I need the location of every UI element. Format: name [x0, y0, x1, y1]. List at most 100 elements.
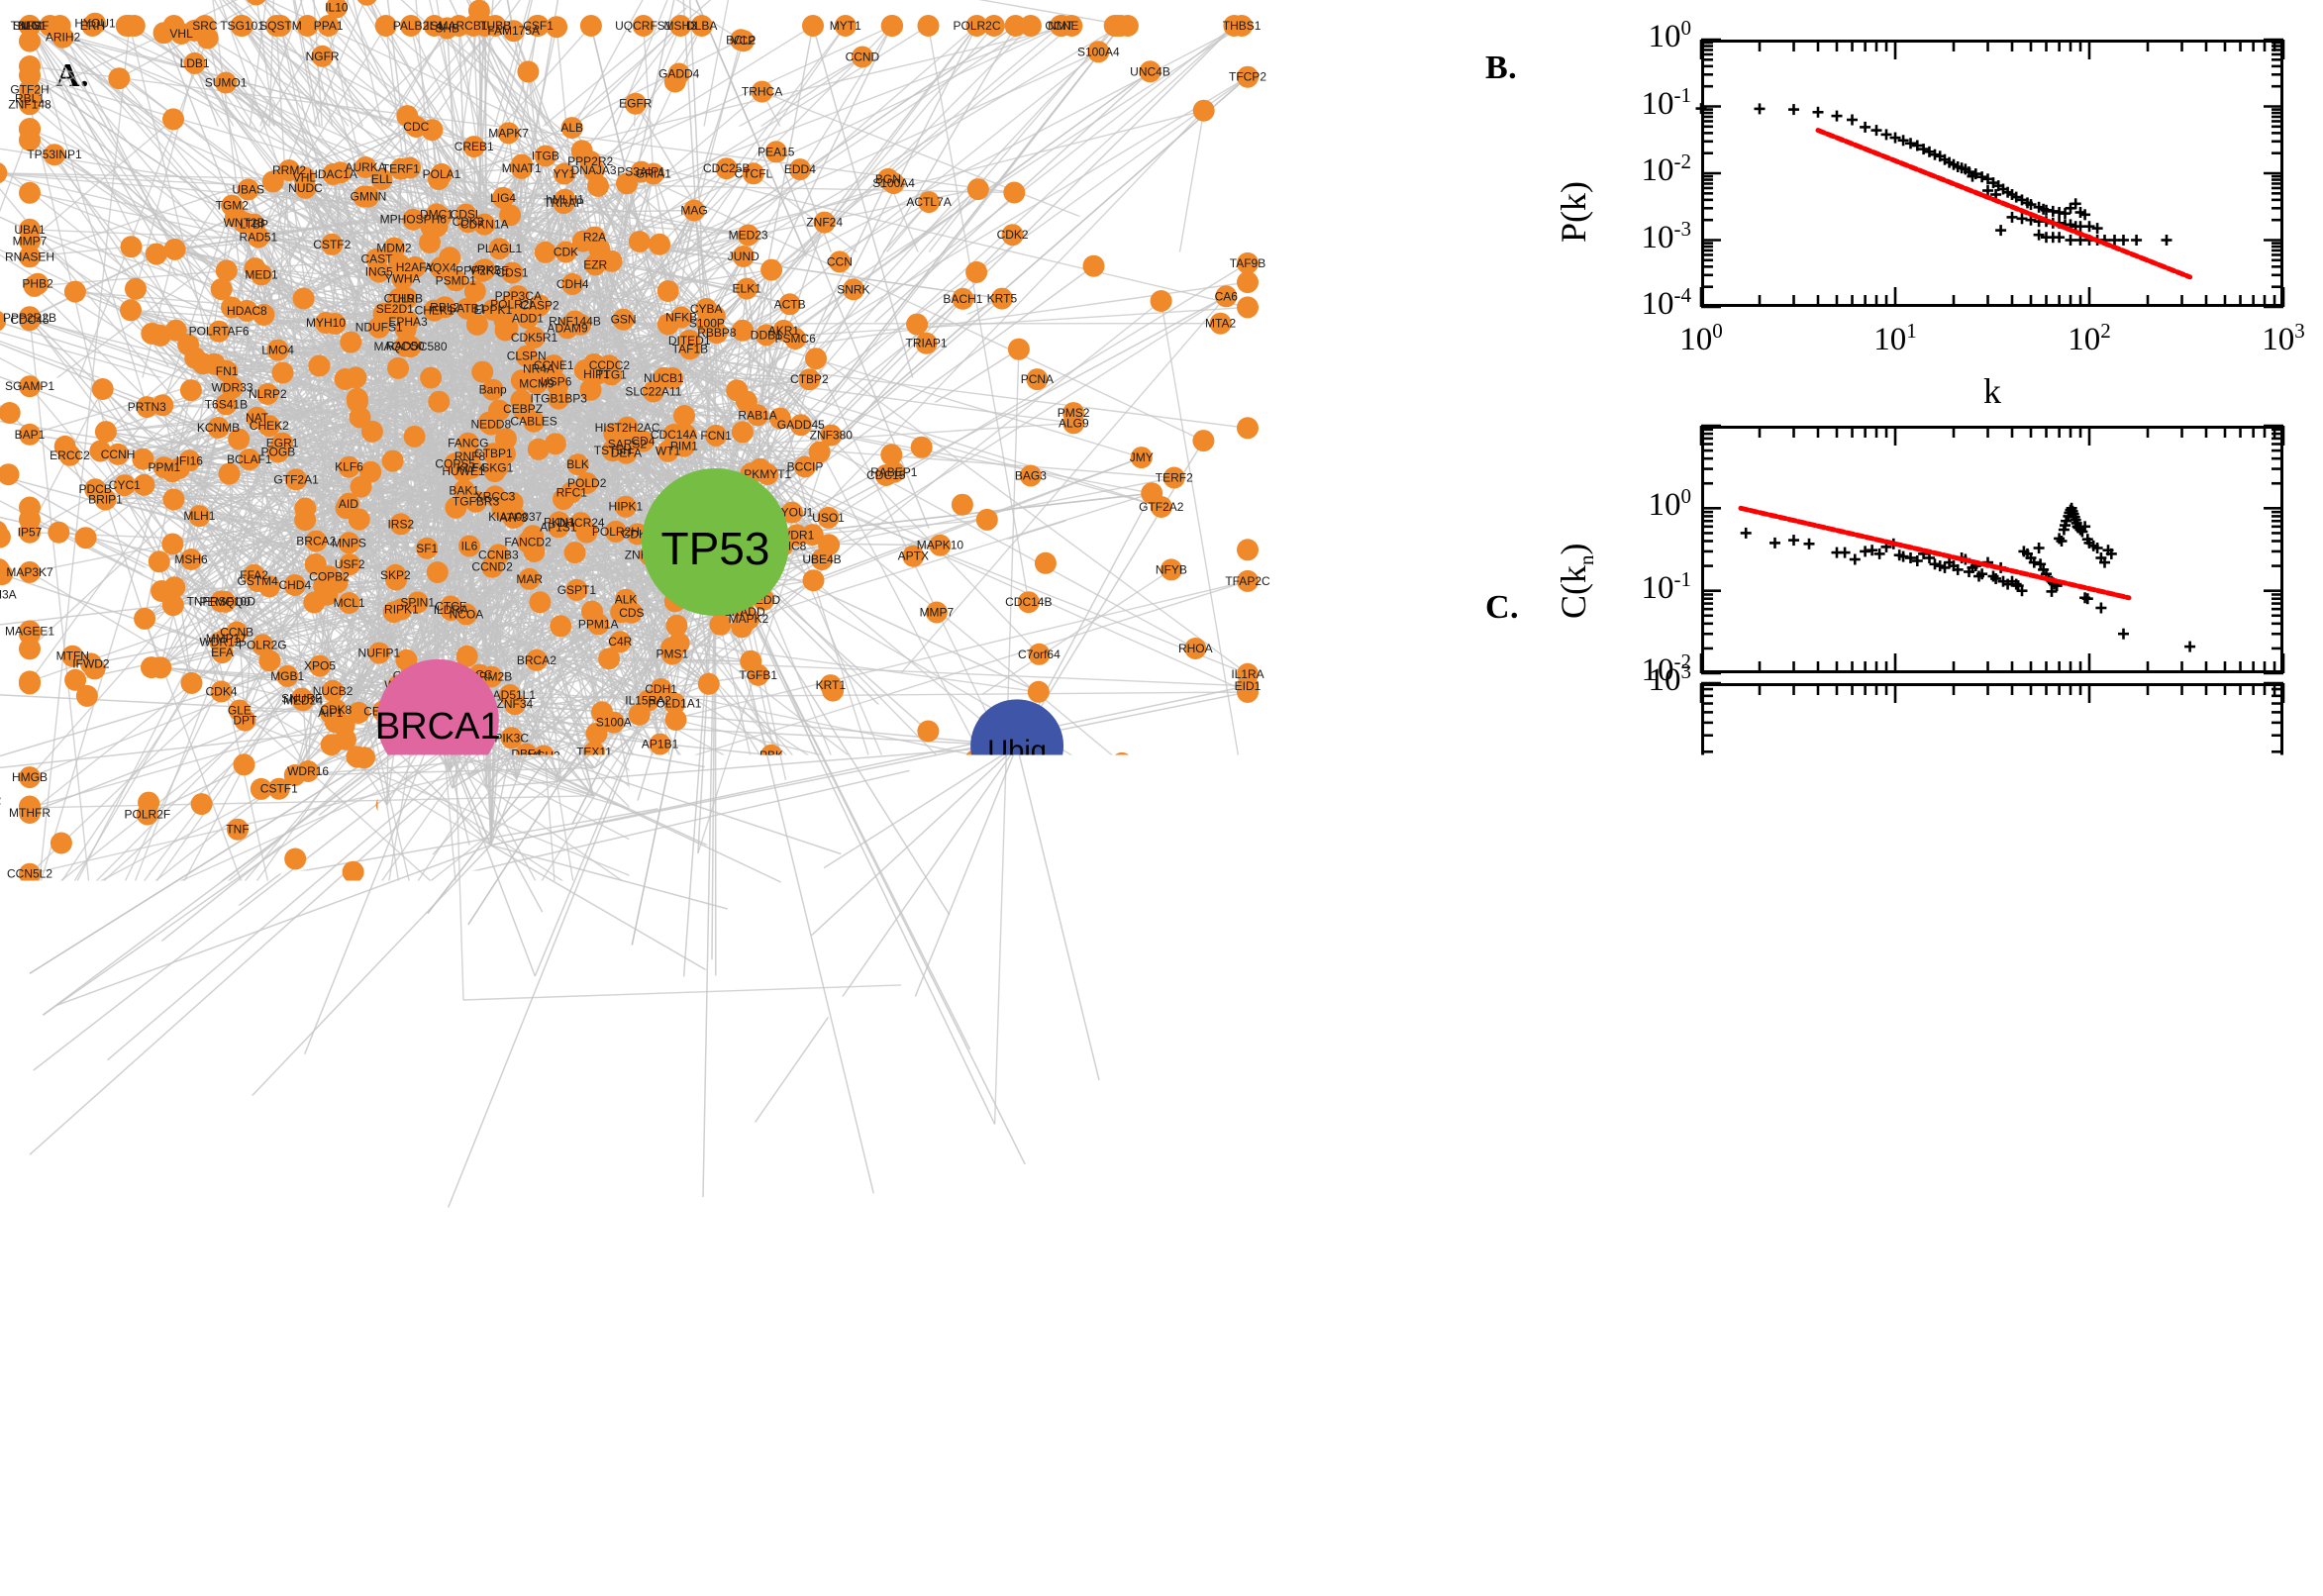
- network-node[interactable]: [649, 234, 670, 255]
- network-node[interactable]: [917, 721, 939, 743]
- network-node[interactable]: [529, 591, 551, 613]
- network-node[interactable]: [582, 785, 604, 807]
- network-node[interactable]: [75, 527, 97, 549]
- network-node[interactable]: [321, 734, 343, 755]
- network-node[interactable]: [108, 67, 130, 89]
- network-node[interactable]: [673, 405, 695, 427]
- network-node[interactable]: [146, 244, 167, 265]
- network-node[interactable]: [293, 288, 315, 310]
- network-node[interactable]: [277, 983, 299, 1005]
- network-node[interactable]: [19, 497, 41, 519]
- network-node[interactable]: [550, 615, 571, 637]
- network-node[interactable]: [351, 476, 372, 498]
- network-node[interactable]: [698, 673, 720, 695]
- network-node[interactable]: [630, 1281, 652, 1303]
- network-node[interactable]: [580, 15, 602, 37]
- network-node[interactable]: [95, 421, 117, 443]
- network-node[interactable]: [705, 964, 727, 986]
- network-node[interactable]: [710, 872, 732, 894]
- network-node[interactable]: [1140, 1041, 1162, 1062]
- network-node[interactable]: [124, 15, 146, 37]
- network-node[interactable]: [119, 905, 141, 927]
- network-node[interactable]: [1193, 100, 1215, 122]
- network-node[interactable]: [918, 15, 940, 37]
- network-node[interactable]: [387, 357, 409, 379]
- network-node[interactable]: [867, 795, 889, 817]
- network-node[interactable]: [1050, 837, 1071, 858]
- network-node[interactable]: [125, 278, 147, 300]
- network-node[interactable]: [1151, 290, 1172, 312]
- network-node[interactable]: [517, 60, 539, 82]
- network-node[interactable]: [524, 965, 546, 987]
- network-node[interactable]: [120, 299, 142, 321]
- network-node[interactable]: [308, 355, 330, 377]
- network-node[interactable]: [803, 569, 825, 591]
- network-node[interactable]: [1192, 430, 1214, 451]
- network-node[interactable]: [211, 278, 233, 300]
- network-node[interactable]: [564, 542, 586, 563]
- network-node[interactable]: [881, 15, 903, 37]
- network-node[interactable]: [32, 1004, 53, 1026]
- network-node[interactable]: [361, 421, 383, 443]
- network-node[interactable]: [345, 366, 366, 388]
- network-node[interactable]: [732, 421, 754, 443]
- network-node[interactable]: [19, 182, 41, 204]
- network-node[interactable]: [181, 672, 203, 694]
- network-node[interactable]: [84, 1099, 106, 1121]
- network-node[interactable]: [1237, 296, 1259, 318]
- network-node[interactable]: [1008, 339, 1030, 360]
- network-node[interactable]: [775, 769, 797, 791]
- network-node[interactable]: [1003, 182, 1025, 204]
- network-node[interactable]: [1237, 417, 1259, 439]
- network-node[interactable]: [1117, 15, 1139, 37]
- network-node[interactable]: [162, 108, 184, 130]
- network-node[interactable]: [19, 31, 41, 52]
- network-node[interactable]: [64, 669, 86, 691]
- network-node[interactable]: [665, 709, 687, 731]
- network-node[interactable]: [382, 450, 404, 472]
- network-node[interactable]: [234, 753, 255, 775]
- network-node[interactable]: [1237, 539, 1259, 560]
- network-node[interactable]: [1035, 552, 1057, 574]
- network-node[interactable]: [191, 793, 213, 815]
- network-node[interactable]: [404, 426, 426, 448]
- network-node[interactable]: [1083, 255, 1105, 277]
- network-node[interactable]: [687, 843, 709, 864]
- network-node[interactable]: [0, 527, 11, 549]
- network-node[interactable]: [922, 1091, 944, 1113]
- network-node[interactable]: [216, 259, 238, 281]
- network-node[interactable]: [911, 437, 933, 458]
- network-node[interactable]: [629, 231, 651, 252]
- network-node[interactable]: [184, 348, 206, 369]
- network-node[interactable]: [48, 522, 69, 544]
- network-node[interactable]: [164, 239, 186, 260]
- network-node[interactable]: [145, 935, 166, 956]
- network-node[interactable]: [149, 550, 170, 572]
- network-node[interactable]: [64, 281, 86, 303]
- network-node[interactable]: [422, 844, 444, 865]
- network-node[interactable]: [428, 391, 450, 413]
- network-node[interactable]: [770, 871, 792, 893]
- network-node[interactable]: [626, 762, 648, 784]
- network-node[interactable]: [340, 332, 361, 353]
- network-node[interactable]: [628, 849, 650, 871]
- network-node[interactable]: [984, 1113, 1006, 1135]
- network-node[interactable]: [965, 261, 987, 283]
- network-node[interactable]: [121, 236, 143, 257]
- network-node[interactable]: [1020, 15, 1042, 37]
- network-node[interactable]: [1197, 897, 1219, 919]
- network-node[interactable]: [967, 178, 989, 200]
- network-node[interactable]: [134, 608, 155, 630]
- network-node[interactable]: [805, 348, 827, 369]
- network-node[interactable]: [294, 509, 316, 531]
- network-node[interactable]: [657, 280, 679, 302]
- network-node[interactable]: [694, 756, 716, 778]
- network-node[interactable]: [1088, 1069, 1110, 1091]
- network-node[interactable]: [528, 439, 550, 460]
- network-node[interactable]: [420, 367, 442, 389]
- network-node[interactable]: [141, 656, 162, 678]
- network-node[interactable]: [976, 509, 998, 531]
- network-node[interactable]: [19, 638, 41, 659]
- network-node[interactable]: [179, 1023, 201, 1045]
- network-node[interactable]: [1081, 788, 1103, 810]
